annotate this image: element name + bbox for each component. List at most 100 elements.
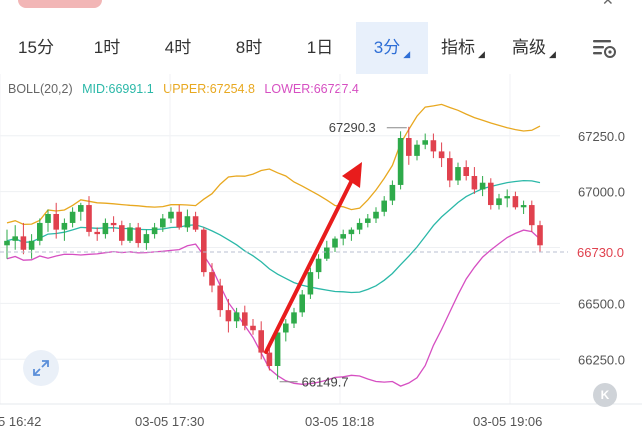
candle [529,200,535,232]
candle [315,254,322,279]
candle-body [397,138,404,185]
candle [430,133,437,159]
candle-body [324,247,330,259]
candle [192,211,199,232]
candle [324,240,330,261]
candle-body [365,218,371,223]
candles [4,126,543,380]
candle-body [512,196,519,208]
candle-body [291,312,297,324]
boll-upper: UPPER:67254.8 [163,82,255,96]
candle-body [110,222,117,226]
candle-body [102,222,109,235]
candle-body [160,218,166,228]
tab-label: 1时 [93,38,121,57]
kline-logo-button[interactable]: K [593,383,617,407]
candle [274,328,281,380]
y-tick-label: 66500.0 [578,296,625,311]
candle-body [455,167,461,181]
candle-body [151,227,158,235]
tab-1d[interactable]: 1日 [284,22,356,74]
tab-15m[interactable]: 15分 [0,22,72,74]
y-tick-label: 66250.0 [578,352,625,367]
candle [438,142,445,168]
candle-body [233,312,240,322]
candle [332,236,338,252]
boll-mid-line [6,179,541,294]
candle-body [37,222,43,241]
candle-body [209,272,215,286]
candle-body [471,176,478,190]
candle [69,207,76,228]
tab-label: 4时 [164,38,192,57]
x-tick-label: 03-05 19:06 [473,414,542,429]
tab-label: 15分 [18,38,54,57]
candle-body [143,234,150,244]
candle-body [340,234,346,239]
boll-lower: LOWER:66727.4 [264,82,359,96]
candle-body [225,310,232,322]
candle [479,176,486,197]
chart-axes: 67250.0 67000.0 66500.0 66250.0 5 16:42 03-05… [0,129,625,429]
boll-upper-line [6,103,541,226]
close-icon[interactable]: ✕ [602,0,614,8]
candle [365,214,371,228]
candle-body [414,144,420,156]
candle-body [315,258,322,273]
candle-body [119,225,125,241]
candle [348,227,355,241]
chart-settings-icon[interactable] [590,36,618,60]
candle-body [78,205,84,212]
candle [110,216,117,232]
tab-indicators[interactable]: 指标 ◢ [428,22,498,74]
candle [397,131,404,190]
candle-body [381,200,387,212]
candle-body [69,211,76,223]
candle [176,205,182,230]
candle [45,209,51,232]
candle [209,263,215,293]
candle [356,218,363,235]
tab-8h[interactable]: 8时 [214,22,284,74]
candle-body [520,205,527,208]
candle [37,218,43,246]
candle-body [463,167,469,176]
candle-body [168,211,174,219]
candle [414,140,420,161]
expand-chart-button[interactable] [23,350,59,386]
candle-body [53,214,59,230]
candle-body [135,227,141,244]
candle [53,202,59,239]
tab-3m[interactable]: 3分 ◢ [356,22,428,74]
candle [86,196,92,237]
candle [389,180,396,206]
y-tick-label: 67000.0 [578,185,625,200]
candle [422,133,428,150]
tab-label: 高级 [512,38,547,57]
candle [143,229,150,250]
candle [307,267,314,299]
candle-body [438,151,445,159]
tab-1h[interactable]: 1时 [72,22,142,74]
candle-body [529,205,535,226]
candle [447,151,453,188]
tab-advanced[interactable]: 高级 ◢ [498,22,570,74]
candle [463,160,469,181]
tab-label: 指标 [441,38,476,57]
candle [520,200,527,214]
tab-4h[interactable]: 4时 [142,22,214,74]
candle-body [406,138,412,156]
header-badge [18,0,102,8]
candle-body [332,238,338,248]
candle [471,167,478,194]
low-value-label: 66149.7 [302,375,349,390]
candle-body [45,214,51,223]
candle-body [479,182,486,190]
candle-body [258,330,264,353]
candle [283,319,289,342]
chart-overlay: 67290.3 66149.7 66730.0 [0,120,624,390]
candle [94,227,100,241]
high-value-label: 67290.3 [329,120,376,135]
candle-body [217,285,223,311]
